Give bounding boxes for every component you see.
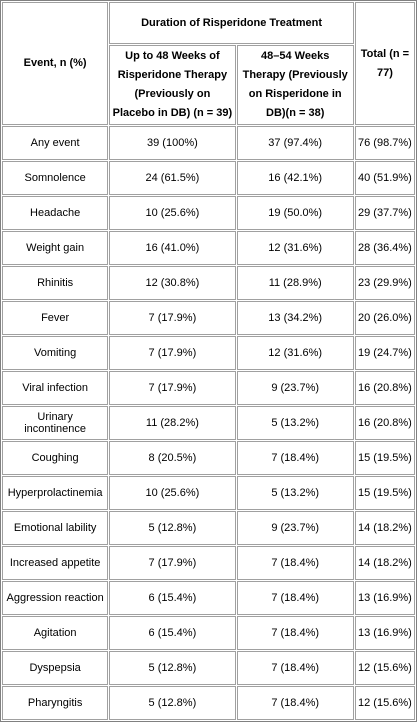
table-row: Somnolence 24 (61.5%) 16 (42.1%) 40 (51.9%) (2, 161, 415, 195)
total-value: 19 (24.7%) (354, 336, 415, 370)
cell-value: 9 (23.7%) (236, 371, 354, 405)
table-row: Weight gain 16 (41.0%) 12 (31.6%) 28 (36.4%… (2, 231, 415, 265)
column-header: Up to 48 Weeks of Risperidone Therapy (P… (109, 45, 236, 125)
cell-value: 12 (31.6%) (236, 231, 354, 265)
table-row: Any event 39 (100%) 37 (97.4%) 76 (98.7%) (2, 126, 415, 160)
table-row: Rhinitis 12 (30.8%) 11 (28.9%) 23 (29.9%) (2, 266, 415, 300)
total-value: 14 (18.2%) (354, 546, 415, 580)
cell-value: 9 (23.7%) (236, 511, 354, 545)
table-row: Dyspepsia 5 (12.8%) 7 (18.4%) 12 (15.6%) (2, 651, 415, 685)
total-value: 15 (19.5%) (354, 441, 415, 475)
event-name: Rhinitis (2, 266, 109, 300)
total-value: 40 (51.9%) (354, 161, 415, 195)
cell-value: 7 (17.9%) (109, 371, 236, 405)
cell-value: 10 (25.6%) (109, 476, 236, 510)
cell-value: 19 (50.0%) (236, 196, 354, 230)
table-row: Vomiting 7 (17.9%) 12 (31.6%) 19 (24.7%) (2, 336, 415, 370)
cell-value: 6 (15.4%) (109, 616, 236, 650)
cell-value: 6 (15.4%) (109, 581, 236, 615)
cell-value: 7 (18.4%) (236, 581, 354, 615)
total-header: Total (n = 77) (354, 2, 415, 125)
cell-value: 11 (28.9%) (236, 266, 354, 300)
table-row: Aggression reaction 6 (15.4%) 7 (18.4%) 13 … (2, 581, 415, 615)
cell-value: 7 (17.9%) (109, 301, 236, 335)
event-name: Viral infection (2, 371, 109, 405)
cell-value: 16 (41.0%) (109, 231, 236, 265)
cell-value: 8 (20.5%) (109, 441, 236, 475)
cell-value: 12 (30.8%) (109, 266, 236, 300)
cell-value: 37 (97.4%) (236, 126, 354, 160)
table-row: Agitation 6 (15.4%) 7 (18.4%) 13 (16.9%) (2, 616, 415, 650)
table-row: Increased appetite 7 (17.9%) 7 (18.4%) 14 (… (2, 546, 415, 580)
table-row: Hyperprolactinemia 10 (25.6%) 5 (13.2%) 15 … (2, 476, 415, 510)
total-value: 12 (15.6%) (354, 686, 415, 720)
event-name: Dyspepsia (2, 651, 109, 685)
cell-value: 13 (34.2%) (236, 301, 354, 335)
event-name: Emotional lability (2, 511, 109, 545)
total-value: 13 (16.9%) (354, 616, 415, 650)
event-header: Event, n (%) (2, 2, 109, 125)
table-row: Emotional lability 5 (12.8%) 9 (23.7%) 14 (… (2, 511, 415, 545)
cell-value: 7 (18.4%) (236, 686, 354, 720)
total-value: 14 (18.2%) (354, 511, 415, 545)
total-value: 23 (29.9%) (354, 266, 415, 300)
cell-value: 5 (13.2%) (236, 476, 354, 510)
event-name: Vomiting (2, 336, 109, 370)
cell-value: 7 (18.4%) (236, 546, 354, 580)
cell-value: 7 (18.4%) (236, 441, 354, 475)
event-name: Urinary incontinence (2, 406, 109, 440)
total-value: 20 (26.0%) (354, 301, 415, 335)
event-name: Any event (2, 126, 109, 160)
total-value: 29 (37.7%) (354, 196, 415, 230)
group-header: Duration of Risperidone Treatment (109, 2, 354, 44)
cell-value: 5 (13.2%) (236, 406, 354, 440)
table-row: Headache 10 (25.6%) 19 (50.0%) 29 (37.7%) (2, 196, 415, 230)
cell-value: 7 (17.9%) (109, 546, 236, 580)
table-body: Any event 39 (100%) 37 (97.4%) 76 (98.7%) So… (2, 126, 415, 720)
cell-value: 7 (18.4%) (236, 651, 354, 685)
total-value: 76 (98.7%) (354, 126, 415, 160)
total-value: 15 (19.5%) (354, 476, 415, 510)
event-name: Coughing (2, 441, 109, 475)
table-row: Urinary incontinence 11 (28.2%) 5 (13.2%) 1… (2, 406, 415, 440)
event-name: Agitation (2, 616, 109, 650)
column-header: 48–54 Weeks Therapy (Previously on Rispe… (236, 45, 354, 125)
cell-value: 12 (31.6%) (236, 336, 354, 370)
total-value: 12 (15.6%) (354, 651, 415, 685)
total-value: 16 (20.8%) (354, 371, 415, 405)
table-row: Viral infection 7 (17.9%) 9 (23.7%) 16 (20.… (2, 371, 415, 405)
event-name: Fever (2, 301, 109, 335)
cell-value: 5 (12.8%) (109, 651, 236, 685)
event-name: Increased appetite (2, 546, 109, 580)
total-value: 13 (16.9%) (354, 581, 415, 615)
table-row: Pharyngitis 5 (12.8%) 7 (18.4%) 12 (15.6%) (2, 686, 415, 720)
cell-value: 5 (12.8%) (109, 686, 236, 720)
event-name: Aggression reaction (2, 581, 109, 615)
cell-value: 7 (17.9%) (109, 336, 236, 370)
cell-value: 5 (12.8%) (109, 511, 236, 545)
cell-value: 16 (42.1%) (236, 161, 354, 195)
cell-value: 7 (18.4%) (236, 616, 354, 650)
event-name: Weight gain (2, 231, 109, 265)
cell-value: 24 (61.5%) (109, 161, 236, 195)
event-name: Hyperprolactinemia (2, 476, 109, 510)
event-name: Headache (2, 196, 109, 230)
cell-value: 11 (28.2%) (109, 406, 236, 440)
event-name: Pharyngitis (2, 686, 109, 720)
event-name: Somnolence (2, 161, 109, 195)
total-value: 16 (20.8%) (354, 406, 415, 440)
table-row: Fever 7 (17.9%) 13 (34.2%) 20 (26.0%) (2, 301, 415, 335)
cell-value: 10 (25.6%) (109, 196, 236, 230)
cell-value: 39 (100%) (109, 126, 236, 160)
table-row: Coughing 8 (20.5%) 7 (18.4%) 15 (19.5%) (2, 441, 415, 475)
total-value: 28 (36.4%) (354, 231, 415, 265)
